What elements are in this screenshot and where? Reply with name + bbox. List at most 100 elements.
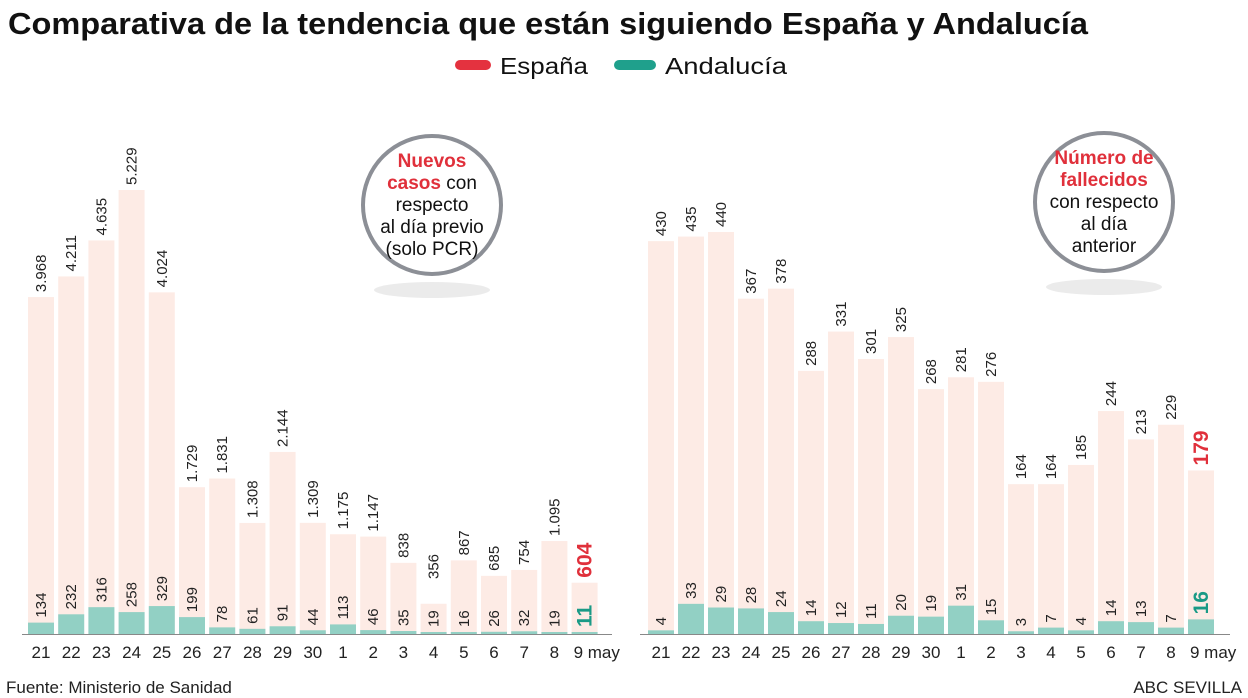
- label-andalucia: 7: [1163, 614, 1180, 622]
- bar-andalucia: [28, 622, 54, 634]
- label-andalucia: 134: [33, 593, 50, 618]
- chart-title: Comparativa de la tendencia que están si…: [8, 6, 1089, 41]
- bar-andalucia: [738, 608, 764, 634]
- label-andalucia: 44: [305, 609, 322, 626]
- bar-espana: [1068, 464, 1094, 634]
- label-espana: 164: [1043, 454, 1060, 479]
- bar-espana: [1038, 484, 1064, 634]
- x-tick-label: 1: [338, 643, 347, 662]
- label-espana: 5.229: [124, 147, 141, 185]
- circle-label-line: fallecidos: [1060, 170, 1148, 191]
- label-espana: 4.024: [154, 250, 171, 288]
- bar-espana: [828, 331, 854, 634]
- bar-andalucia: [450, 632, 477, 634]
- label-espana: 2.144: [275, 409, 292, 447]
- bar-espana: [360, 536, 387, 634]
- label-andalucia: 35: [395, 609, 412, 626]
- label-andalucia: 316: [93, 577, 110, 602]
- bar-andalucia: [299, 630, 326, 634]
- bar-andalucia: [360, 630, 387, 634]
- label-andalucia: 24: [773, 590, 790, 607]
- label-espana: 276: [983, 352, 1000, 377]
- label-espana: 301: [863, 329, 880, 354]
- label-espana: 1.729: [184, 445, 201, 483]
- bar-andalucia: [179, 617, 205, 634]
- x-tick-label: 26: [183, 643, 202, 662]
- bar-espana: [571, 582, 598, 634]
- bar-espana: [858, 358, 884, 634]
- source-note: Fuente: Ministerio de Sanidad: [6, 678, 232, 697]
- label-espana: 1.831: [214, 436, 231, 474]
- legend-swatch-andalucia: [614, 60, 656, 70]
- label-andalucia: 15: [983, 599, 1000, 616]
- circle-label-line: respecto: [396, 195, 469, 216]
- bar-espana: [708, 232, 734, 634]
- bar-espana: [269, 451, 296, 634]
- label-andalucia: 16: [1190, 591, 1213, 614]
- bar-espana: [88, 240, 115, 634]
- label-espana: 435: [683, 207, 700, 232]
- x-tick-label: 3: [399, 643, 408, 662]
- label-andalucia: 19: [923, 595, 940, 612]
- label-andalucia: 78: [214, 606, 231, 623]
- x-tick-label: 26: [802, 643, 821, 662]
- bar-andalucia: [828, 623, 854, 634]
- circle-shadow: [374, 282, 490, 298]
- bar-espana: [330, 534, 356, 634]
- bar-andalucia: [390, 631, 417, 634]
- label-espana: 3.968: [33, 255, 50, 293]
- bar-espana: [420, 603, 447, 634]
- label-espana: 185: [1073, 435, 1090, 460]
- x-tick-label: 30: [922, 643, 941, 662]
- x-tick-label: 3: [1016, 643, 1025, 662]
- label-andalucia: 19: [546, 610, 563, 627]
- bar-espana: [28, 297, 54, 634]
- circle-label-line: (solo PCR): [386, 239, 479, 260]
- label-andalucia: 11: [863, 603, 880, 619]
- label-espana: 164: [1013, 454, 1030, 479]
- circle-label-line: al día previo: [380, 217, 484, 238]
- bar-espana: [1128, 439, 1154, 634]
- x-tick-label: 2: [986, 643, 995, 662]
- bar-espana: [58, 276, 85, 634]
- x-tick-label: 24: [742, 643, 761, 662]
- label-andalucia: 46: [365, 608, 382, 625]
- bar-andalucia: [1038, 627, 1064, 634]
- label-espana: 356: [426, 554, 443, 579]
- legend-label-andalucia: Andalucía: [665, 53, 787, 79]
- label-andalucia: 91: [275, 605, 292, 622]
- label-andalucia: 31: [953, 584, 970, 601]
- x-tick-label: 25: [152, 643, 171, 662]
- bar-andalucia: [948, 605, 974, 634]
- bar-andalucia: [58, 614, 85, 634]
- credit: ABC SEVILLA: [1133, 678, 1242, 697]
- label-andalucia: 26: [486, 610, 503, 627]
- x-tick-label: 22: [682, 643, 701, 662]
- bar-andalucia: [420, 632, 447, 634]
- bar-espana: [1188, 470, 1214, 634]
- label-andalucia: 29: [713, 586, 730, 603]
- circle-label-line: al día: [1081, 214, 1128, 235]
- bar-espana: [738, 298, 764, 634]
- legend: España Andalucía: [455, 53, 787, 79]
- bar-espana: [511, 569, 538, 634]
- bar-espana: [1008, 484, 1034, 634]
- x-tick-label: 25: [772, 643, 791, 662]
- bar-andalucia: [1158, 627, 1184, 634]
- legend-swatch-espana: [455, 60, 491, 70]
- bar-andalucia: [1068, 630, 1094, 634]
- bar-andalucia: [148, 606, 175, 634]
- label-andalucia: 4: [1073, 617, 1090, 625]
- circle-callout: [1033, 131, 1175, 273]
- label-andalucia: 20: [893, 594, 910, 611]
- label-andalucia: 16: [456, 610, 473, 627]
- label-andalucia: 232: [63, 584, 80, 609]
- bar-andalucia: [978, 620, 1004, 634]
- bar-espana: [678, 236, 704, 634]
- label-espana: 4.635: [93, 198, 110, 236]
- bar-andalucia: [708, 607, 734, 634]
- bar-andalucia: [330, 624, 356, 634]
- label-andalucia: 61: [244, 607, 261, 624]
- label-andalucia: 3: [1013, 618, 1030, 626]
- label-andalucia: 329: [154, 576, 171, 601]
